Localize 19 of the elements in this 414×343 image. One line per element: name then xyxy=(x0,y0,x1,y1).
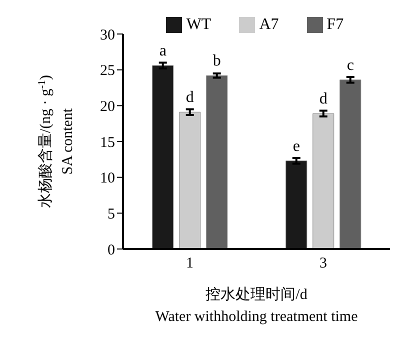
y-tick-label: 30 xyxy=(100,27,115,44)
data-label: e xyxy=(292,138,300,155)
legend-label: WT xyxy=(186,16,212,33)
y-tick-label: 10 xyxy=(100,170,115,187)
y-tick-label: 15 xyxy=(100,134,115,151)
data-label: b xyxy=(212,52,221,70)
x-tick-label: 3 xyxy=(320,256,327,272)
y-tick-label: 25 xyxy=(100,63,115,80)
data-label: a xyxy=(159,42,166,60)
legend-label: A7 xyxy=(259,16,279,33)
legend-label: F7 xyxy=(326,16,344,33)
x-axis-title: 控水处理时间/d Water withholding treatment time xyxy=(155,286,358,325)
x-tick-label: 1 xyxy=(186,256,194,272)
y-tick-label: 5 xyxy=(108,206,115,222)
y-tick-label: 20 xyxy=(100,98,115,115)
y-tick-label: 0 xyxy=(108,242,115,258)
data-label: d xyxy=(186,89,194,106)
data-label: d xyxy=(319,90,328,108)
data-label: c xyxy=(346,56,354,74)
